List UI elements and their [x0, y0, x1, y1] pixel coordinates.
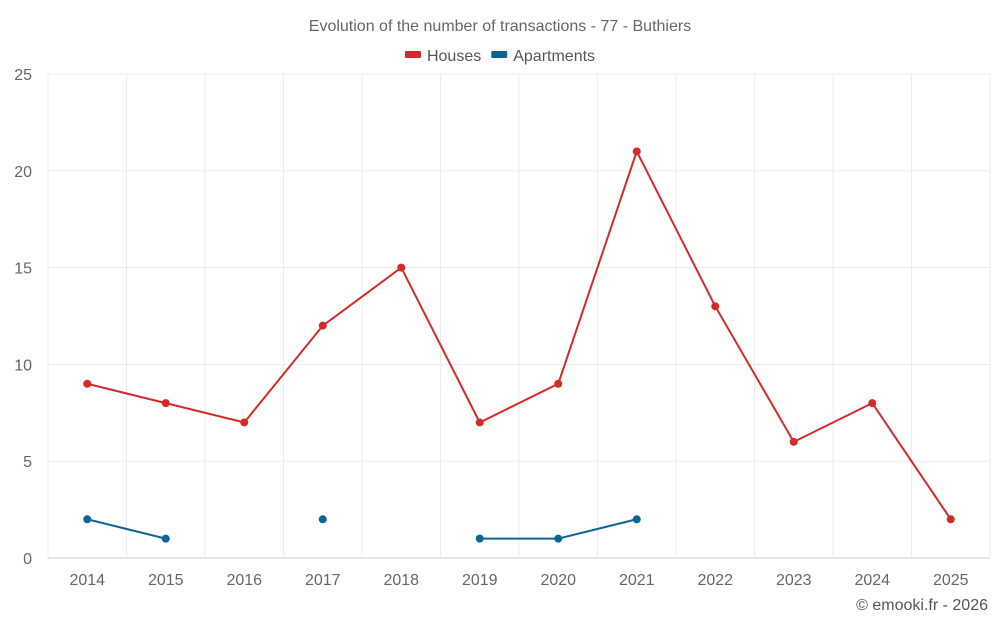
y-axis: 0 5 10 15 20 25 — [14, 67, 32, 568]
data-point[interactable] — [711, 302, 720, 311]
legend[interactable]: Houses Apartments — [404, 48, 595, 65]
legend-label: Apartments — [513, 48, 595, 65]
data-point[interactable] — [83, 379, 92, 388]
data-point[interactable] — [397, 263, 406, 272]
data-point[interactable] — [161, 534, 170, 543]
data-point[interactable] — [632, 147, 641, 156]
x-tick-label: 2019 — [462, 572, 498, 589]
series-layer — [83, 147, 955, 543]
grid-lines — [47, 73, 991, 559]
series-apartments — [83, 515, 641, 543]
x-tick-label: 2022 — [697, 572, 733, 589]
data-point[interactable] — [632, 515, 641, 524]
x-tick-label: 2014 — [69, 572, 105, 589]
data-point[interactable] — [318, 321, 327, 330]
x-tick-label: 2024 — [854, 572, 890, 589]
chart-title: Evolution of the number of transactions … — [309, 18, 691, 35]
x-tick-label: 2025 — [933, 572, 969, 589]
data-point[interactable] — [475, 418, 484, 427]
y-tick-label: 15 — [14, 261, 32, 278]
y-tick-label: 0 — [23, 551, 32, 568]
legend-item-houses[interactable]: Houses — [404, 48, 481, 65]
data-point[interactable] — [83, 515, 92, 524]
x-axis: 2014 2015 2016 2017 2018 2019 2020 2021 2022 2023… — [69, 572, 968, 589]
data-point[interactable] — [475, 534, 484, 543]
legend-item-apartments[interactable]: Apartments — [491, 48, 595, 65]
x-tick-label: 2018 — [383, 572, 419, 589]
data-point[interactable] — [161, 399, 170, 408]
series-houses — [83, 147, 955, 524]
data-point[interactable] — [868, 399, 877, 408]
x-tick-label: 2015 — [148, 572, 184, 589]
data-point[interactable] — [554, 379, 563, 388]
series-line — [87, 148, 952, 520]
data-point[interactable] — [318, 515, 327, 524]
x-tick-label: 2016 — [226, 572, 262, 589]
credit-text: © emooki.fr - 2026 — [856, 597, 988, 614]
y-tick-label: 25 — [14, 67, 32, 84]
data-point[interactable] — [554, 534, 563, 543]
legend-label: Houses — [427, 48, 481, 65]
data-point[interactable] — [789, 437, 798, 446]
y-tick-label: 20 — [14, 164, 32, 181]
legend-swatch — [491, 51, 508, 58]
legend-swatch — [404, 51, 421, 58]
y-tick-label: 10 — [14, 357, 32, 374]
series-line — [87, 518, 166, 540]
x-tick-label: 2017 — [305, 572, 341, 589]
data-point[interactable] — [240, 418, 249, 427]
data-point[interactable] — [946, 515, 955, 524]
x-tick-label: 2021 — [619, 572, 655, 589]
y-tick-label: 5 — [23, 454, 32, 471]
x-tick-label: 2023 — [776, 572, 812, 589]
x-tick-label: 2020 — [540, 572, 576, 589]
